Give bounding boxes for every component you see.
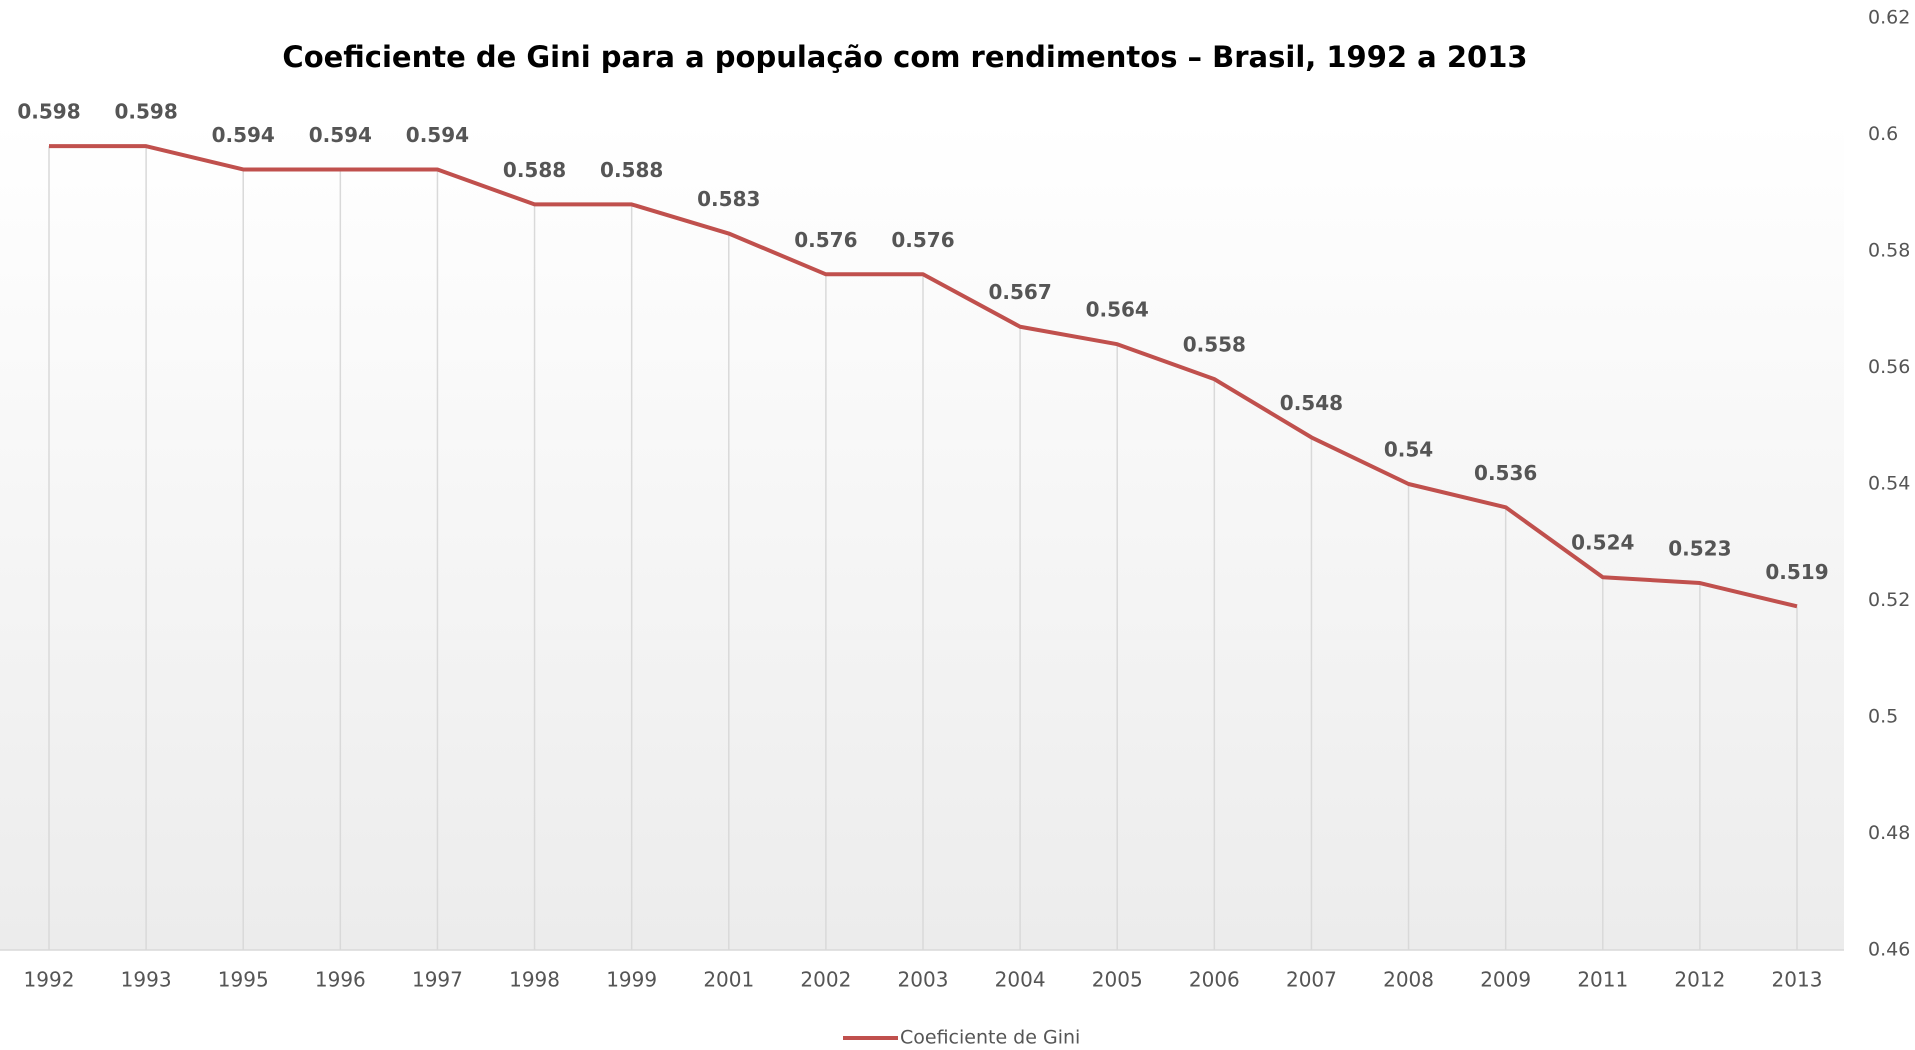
x-tick-label: 1999 [606,968,657,992]
x-tick-label: 2005 [1092,968,1143,992]
x-tick-label: 2009 [1480,968,1531,992]
data-label: 0.594 [309,123,372,147]
x-tick-label: 1992 [24,968,75,992]
x-tick-label: 1997 [412,968,463,992]
data-label: 0.548 [1280,391,1343,415]
data-label: 0.576 [891,228,954,252]
data-label: 0.588 [600,158,663,182]
data-label: 0.598 [17,100,80,124]
y-tick-label: 0.6 [1868,123,1898,145]
x-tick-label: 1993 [121,968,172,992]
plot-background [0,120,1844,950]
y-tick-label: 0.62 [1868,7,1910,29]
x-tick-label: 2001 [703,968,754,992]
data-label: 0.54 [1384,438,1433,462]
data-label: 0.576 [794,228,857,252]
data-label: 0.564 [1086,298,1149,322]
y-tick-label: 0.52 [1868,589,1910,611]
data-label: 0.519 [1765,560,1828,584]
x-tick-label: 2006 [1189,968,1240,992]
x-tick-label: 1995 [218,968,269,992]
series-line [49,144,1798,609]
y-tick-label: 0.5 [1868,706,1898,728]
x-tick-label: 2012 [1674,968,1725,992]
data-label: 0.588 [503,158,566,182]
y-tick-label: 0.48 [1868,822,1910,844]
x-tick-label: 1996 [315,968,366,992]
data-label: 0.558 [1183,333,1246,357]
x-tick-label: 2004 [995,968,1046,992]
legend-label: Coeficiente de Gini [900,1027,1080,1049]
data-label: 0.594 [212,123,275,147]
y-tick-label: 0.56 [1868,356,1910,378]
x-tick-label: 2003 [898,968,949,992]
data-label: 0.594 [406,123,469,147]
y-tick-label: 0.58 [1868,240,1910,262]
chart-title: Coeficiente de Gini para a população com… [282,40,1527,74]
y-tick-label: 0.54 [1868,473,1910,495]
x-tick-label: 2002 [800,968,851,992]
x-tick-label: 2007 [1286,968,1337,992]
data-label: 0.523 [1668,537,1731,561]
x-tick-label: 2008 [1383,968,1434,992]
data-label: 0.583 [697,187,760,211]
x-tick-label: 2013 [1772,968,1823,992]
data-label: 0.524 [1571,531,1634,555]
y-tick-label: 0.46 [1868,939,1910,961]
x-tick-label: 2011 [1577,968,1628,992]
x-tick-label: 1998 [509,968,560,992]
data-label: 0.598 [114,100,177,124]
data-label: 0.536 [1474,461,1537,485]
data-label: 0.567 [988,280,1051,304]
